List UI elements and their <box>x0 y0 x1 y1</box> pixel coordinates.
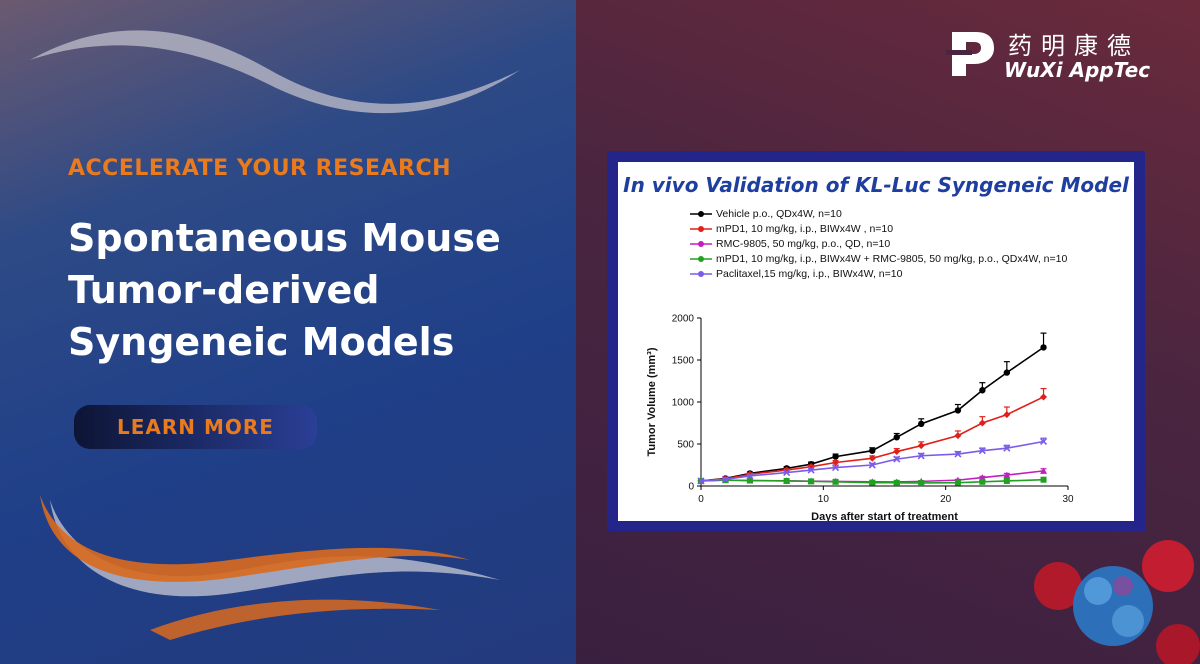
data-point-series-4 <box>832 478 839 485</box>
data-point-series-5 <box>807 466 815 474</box>
brand-header[interactable]: 药明康德 WuXi AppTec <box>946 26 1176 86</box>
x-axis-label: Days after start of treatment <box>811 511 958 521</box>
bottom-swoosh-orange-2 <box>150 599 440 640</box>
red-cell-3 <box>1156 624 1200 664</box>
legend-item: mPD1, 10 mg/kg, i.p., BIWx4W , n=10 <box>690 221 1067 236</box>
data-point-series-5 <box>832 463 840 472</box>
headline-line-3: Syngeneic Models <box>68 320 455 364</box>
data-point-series-4 <box>869 479 876 486</box>
data-point-series-1 <box>918 420 925 428</box>
bottom-swoosh-grey <box>50 500 500 597</box>
data-point-series-4 <box>979 478 986 485</box>
data-point-series-2 <box>868 454 876 462</box>
legend-item: Vehicle p.o., QDx4W, n=10 <box>690 206 1067 221</box>
data-point-series-3 <box>1040 467 1048 474</box>
data-point-series-5 <box>978 447 986 455</box>
legend-label: mPD1, 10 mg/kg, i.p., BIWx4W + RMC-9805,… <box>716 252 1068 265</box>
kicker-text: ACCELERATE YOUR RESEARCH <box>68 156 452 181</box>
data-point-series-1 <box>1040 344 1047 351</box>
headline-line-2: Tumor-derived <box>68 268 380 312</box>
tumor-volume-chart: 0 500 1000 1500 2000 0 10 20 30 Days after start … <box>646 314 1074 522</box>
legend-swatch <box>690 210 712 217</box>
data-point-series-4 <box>808 478 815 485</box>
data-point-series-1 <box>893 434 900 441</box>
learn-more-button[interactable]: LEARN MORE <box>74 405 317 449</box>
headline-line-1: Spontaneous Mouse <box>68 216 501 260</box>
wuxi-logo-icon <box>946 32 994 76</box>
y-tick-label: 1500 <box>672 356 695 367</box>
data-point-series-4 <box>746 477 753 484</box>
data-point-series-4 <box>918 479 925 486</box>
brand-name-english: WuXi AppTec <box>1004 58 1151 82</box>
data-point-series-4 <box>954 479 961 486</box>
series-line-2 <box>700 396 1044 482</box>
data-point-series-5 <box>1039 437 1048 446</box>
data-point-series-1 <box>979 387 986 394</box>
data-point-series-5 <box>746 472 754 480</box>
bottom-swoosh-orange <box>40 495 470 582</box>
data-point-series-5 <box>697 477 705 485</box>
blue-cell-cluster <box>1073 566 1153 646</box>
data-point-series-2 <box>954 432 962 440</box>
x-tick-label: 10 <box>818 494 830 505</box>
blue-cell-detail-2 <box>1112 605 1144 637</box>
data-point-series-2 <box>893 448 901 456</box>
data-point-series-5 <box>893 455 901 463</box>
data-point-series-5 <box>868 461 876 469</box>
data-point-series-3 <box>1003 471 1011 479</box>
y-axis-label: Tumor Volume (mm³) <box>646 347 658 456</box>
data-point-series-5 <box>954 450 962 458</box>
brand-name-chinese: 药明康德 <box>1008 32 1140 60</box>
data-point-series-4 <box>1003 477 1010 484</box>
data-point-series-4 <box>1040 476 1047 483</box>
chart-title: In vivo Validation of KL-Luc Syngeneic M… <box>623 173 1129 197</box>
decorative-swooshes <box>30 30 520 640</box>
x-tick-label: 30 <box>1062 494 1074 505</box>
blue-cell-detail-1 <box>1084 577 1112 605</box>
legend-swatch <box>690 255 712 262</box>
legend-label: Paclitaxel,15 mg/kg, i.p., BIWx4W, n=10 <box>716 267 903 280</box>
data-point-series-1 <box>832 453 839 460</box>
data-point-series-1 <box>869 447 876 454</box>
legend-swatch <box>690 240 712 247</box>
data-point-series-1 <box>1003 369 1011 376</box>
top-swoosh <box>30 30 520 114</box>
x-tick-label: 20 <box>940 494 952 505</box>
x-tick-label: 0 <box>698 494 704 505</box>
legend-item: mPD1, 10 mg/kg, i.p., BIWx4W + RMC-9805,… <box>690 251 1067 266</box>
data-point-series-5 <box>1003 444 1011 452</box>
data-point-series-2 <box>832 458 840 466</box>
legend-swatch <box>690 225 712 232</box>
data-point-series-2 <box>1003 411 1011 419</box>
legend-swatch <box>690 270 712 277</box>
legend-label: RMC-9805, 50 mg/kg, p.o., QD, n=10 <box>716 237 891 250</box>
page-headline: Spontaneous Mouse Tumor-derived Syngenei… <box>68 212 558 368</box>
chart-card: In vivo Validation of KL-Luc Syngeneic M… <box>618 162 1134 521</box>
data-point-series-5 <box>721 475 730 483</box>
hero-panel: ACCELERATE YOUR RESEARCH Spontaneous Mou… <box>0 0 576 664</box>
data-point-series-5 <box>917 452 925 460</box>
data-point-series-2 <box>978 419 986 427</box>
red-cell-1 <box>1034 562 1082 610</box>
y-tick-label: 1000 <box>672 398 695 409</box>
legend-label: mPD1, 10 mg/kg, i.p., BIWx4W , n=10 <box>716 222 894 235</box>
legend-item: RMC-9805, 50 mg/kg, p.o., QD, n=10 <box>690 236 1067 251</box>
data-point-series-1 <box>954 407 962 414</box>
red-cell-2 <box>1142 540 1194 592</box>
y-tick-label: 2000 <box>672 314 695 325</box>
legend-label: Vehicle p.o., QDx4W, n=10 <box>716 207 842 220</box>
chart-legend: Vehicle p.o., QDx4W, n=10 mPD1, 10 mg/kg,… <box>690 206 1067 281</box>
tumor-cells-illustration <box>1034 540 1200 664</box>
chart-frame: In vivo Validation of KL-Luc Syngeneic M… <box>607 151 1145 531</box>
legend-item: Paclitaxel,15 mg/kg, i.p., BIWx4W, n=10 <box>690 266 1067 281</box>
data-point-series-4 <box>783 477 790 484</box>
data-point-series-4 <box>893 479 900 486</box>
purple-cell-detail <box>1113 576 1133 596</box>
y-tick-label: 0 <box>688 482 694 493</box>
data-point-series-2 <box>1040 393 1048 401</box>
y-tick-label: 500 <box>677 440 694 451</box>
data-point-series-2 <box>917 442 925 450</box>
data-point-series-5 <box>783 468 791 477</box>
